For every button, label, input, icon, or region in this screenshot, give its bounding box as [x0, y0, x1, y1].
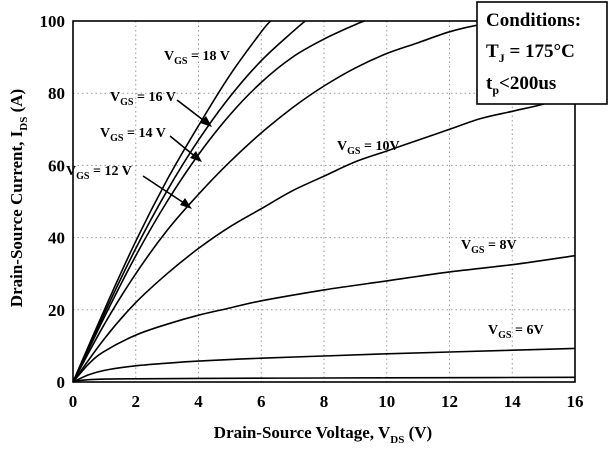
curve-vgs-12-v	[72, 20, 513, 383]
x-tick-label: 2	[132, 392, 141, 411]
arrow-14v	[169, 135, 198, 159]
arrow-head-16v	[200, 116, 212, 127]
x-tick-label: 10	[378, 392, 395, 411]
x-tick-label: 6	[257, 392, 266, 411]
y-tick-label: 20	[48, 301, 65, 320]
y-tick-label: 80	[48, 84, 65, 103]
label-vgs-8v: VGS = 8V	[461, 238, 517, 256]
curve-vgs-6v	[72, 347, 576, 383]
condition-pulse-width: tp<200us	[486, 73, 556, 97]
condition-junction-temp: TJ = 175°C	[486, 41, 575, 65]
tick-labels: 0 2 4 6 8 10 12 14 16 0 20 40 60 80 100	[40, 12, 584, 411]
label-arrows	[142, 99, 212, 209]
label-vgs-18v: VGS = 18 V	[164, 49, 230, 67]
plot-frame	[72, 20, 576, 383]
curve-lowest-vgs	[72, 376, 576, 383]
x-axis-title: Drain-Source Voltage, VDS (V)	[214, 423, 432, 445]
grid-lines	[73, 21, 575, 382]
conditions-box: Conditions: TJ = 175°C tp<200us	[476, 1, 608, 105]
x-tick-label: 14	[504, 392, 522, 411]
label-vgs-14v: VGS = 14 V	[100, 126, 166, 144]
arrow-16v	[176, 99, 208, 124]
curve-vgs-16-v	[72, 20, 306, 383]
y-axis-title: Drain-Source Current, IDS (A)	[7, 89, 30, 307]
label-vgs-6v: VGS = 6V	[488, 323, 544, 341]
x-tick-label: 8	[320, 392, 329, 411]
curves-group	[72, 20, 576, 383]
curve-labels: VGS = 18 V VGS = 16 V VGS = 14 V VGS = 1…	[66, 49, 544, 341]
arrow-head-12v	[180, 198, 192, 209]
curve-vgs-18-v	[72, 20, 272, 383]
arrow-head-14v	[190, 151, 202, 162]
conditions-box-frame	[476, 1, 608, 105]
arrow-12v	[142, 175, 188, 206]
label-vgs-12v: VGS = 12 V	[66, 164, 132, 182]
curve-vgs-10v	[72, 92, 576, 383]
y-tick-label: 60	[48, 156, 65, 175]
y-tick-label: 100	[40, 12, 66, 31]
curve-vgs-8v	[72, 254, 576, 383]
y-tick-label: 40	[48, 229, 65, 248]
x-tick-label: 0	[69, 392, 78, 411]
y-tick-label: 0	[57, 373, 66, 392]
conditions-title: Conditions:	[486, 10, 581, 31]
curve-vgs-14-v	[72, 20, 366, 383]
x-tick-label: 4	[194, 392, 203, 411]
label-vgs-10v: VGS = 10V	[337, 139, 400, 157]
x-tick-label: 12	[441, 392, 458, 411]
x-tick-label: 16	[567, 392, 584, 411]
label-vgs-16v: VGS = 16 V	[110, 90, 176, 108]
